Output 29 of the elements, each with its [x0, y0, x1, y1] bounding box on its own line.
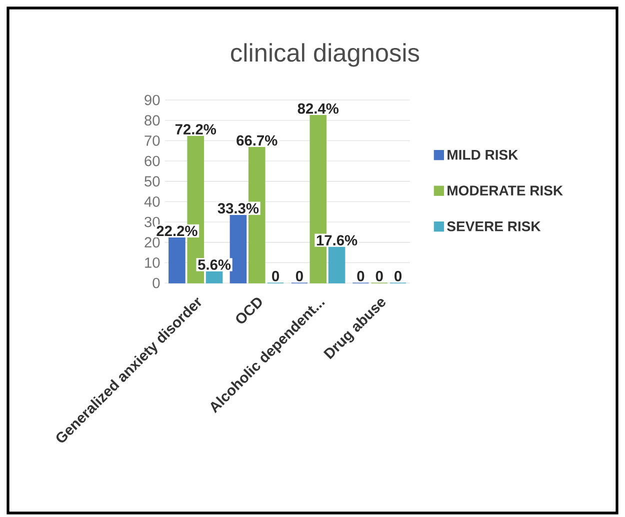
y-tick-label: 20 — [144, 237, 160, 248]
y-tick-label: 90 — [144, 94, 160, 106]
y-tick-label: 40 — [144, 196, 160, 207]
data-label: 82.4% — [298, 103, 339, 114]
data-label: 66.7% — [236, 135, 278, 146]
data-label: 0 — [272, 270, 280, 282]
data-label: 0 — [394, 270, 402, 282]
data-label: 17.6% — [316, 235, 358, 246]
data-label: 0 — [357, 270, 364, 282]
data-label: 5.6% — [198, 260, 231, 270]
y-tick-label: 70 — [144, 135, 160, 146]
bar — [206, 271, 223, 284]
bar — [168, 237, 186, 284]
y-tick-label: 50 — [144, 176, 160, 187]
legend-label: MODERATE RISK — [448, 186, 563, 196]
legend-label: SEVERE RISK — [447, 221, 541, 232]
y-tick-label: 0 — [152, 278, 160, 288]
y-tick-label: 10 — [145, 257, 160, 268]
data-label: 0 — [296, 270, 303, 282]
data-label: 0 — [376, 270, 383, 282]
legend-label: MILD RISK — [448, 150, 518, 160]
y-tick-label: 60 — [144, 156, 160, 166]
y-tick-label: 80 — [144, 115, 160, 126]
data-label: 33.3% — [218, 203, 259, 214]
bar — [328, 246, 346, 284]
chart-title: clinical diagnosis — [231, 43, 420, 67]
data-label: 72.2% — [175, 124, 216, 134]
data-label: 22.2% — [156, 226, 198, 236]
bar — [230, 214, 247, 284]
